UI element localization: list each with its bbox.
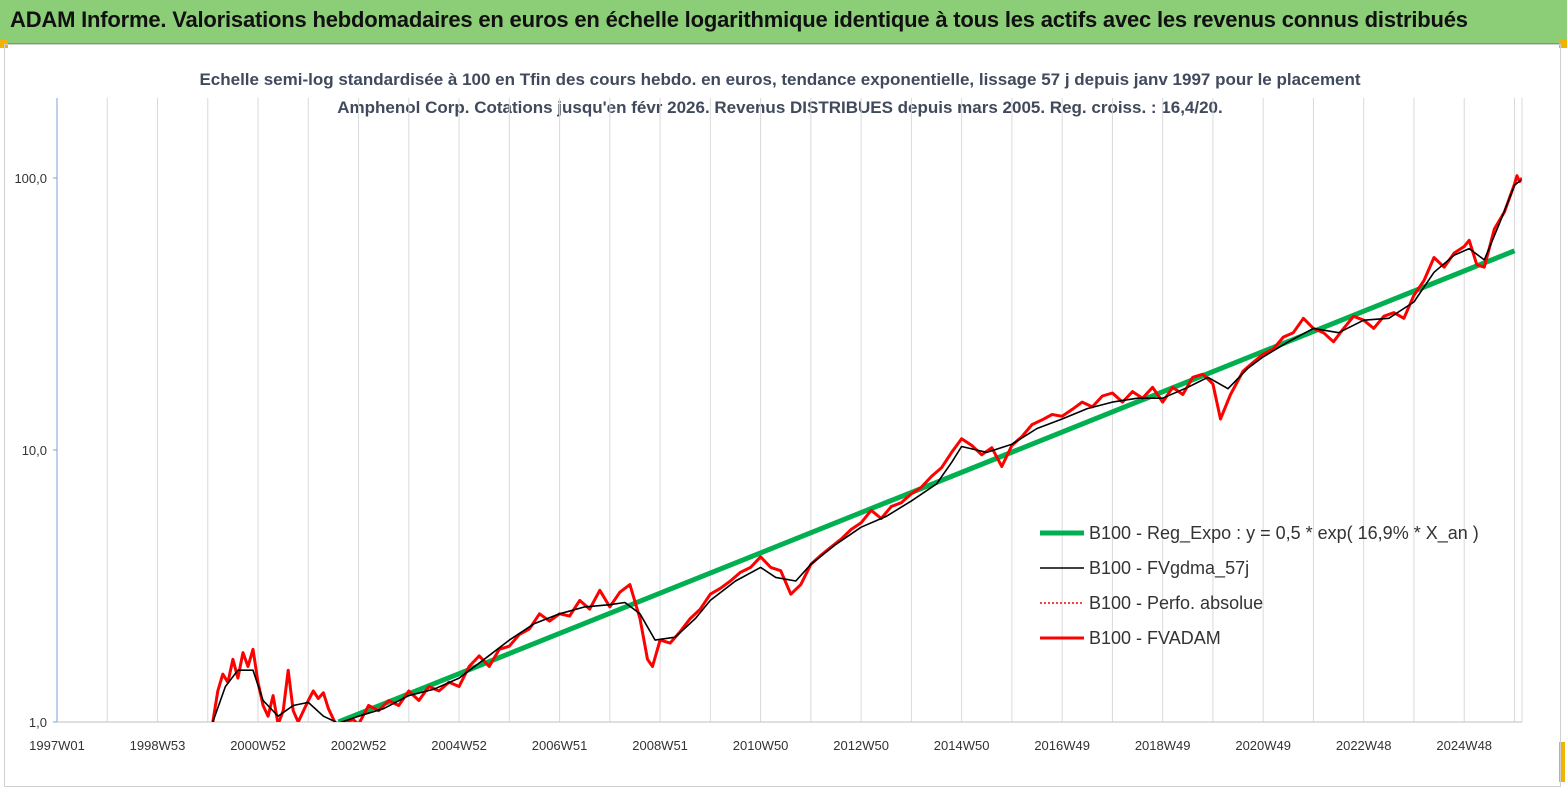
x-tick-label: 2004W52 [431, 738, 487, 753]
x-tick-label: 2016W49 [1034, 738, 1090, 753]
x-tick-label: 2010W50 [733, 738, 789, 753]
legend-label: B100 - FVADAM [1089, 628, 1221, 648]
series-line-gdma [212, 179, 1522, 722]
x-tick-label: 2008W51 [632, 738, 688, 753]
x-tick-label: 2018W49 [1135, 738, 1191, 753]
x-tick-label: 2000W52 [230, 738, 286, 753]
x-tick-label: 2014W50 [934, 738, 990, 753]
x-tick-label: 2006W51 [532, 738, 588, 753]
x-tick-label: 1998W53 [130, 738, 186, 753]
series-line-reg [337, 248, 1516, 722]
x-tick-label: 2002W52 [331, 738, 387, 753]
page-title: ADAM Informe. Valorisations hebdomadaire… [10, 7, 1468, 32]
chart-frame [4, 44, 1561, 787]
x-tick-label: 2022W48 [1336, 738, 1392, 753]
corner-marker-top-right [1559, 40, 1567, 48]
x-tick-labels: 1997W01 1998W53 2000W52 2002W52 2004W52 2006W… [29, 738, 1492, 753]
series-line-fvadam [211, 174, 1522, 722]
legend-label: B100 - FVgdma_57j [1089, 558, 1249, 579]
x-tick-label: 1997W01 [29, 738, 85, 753]
grid-lines [106, 98, 1523, 722]
series-layer [211, 174, 1522, 722]
x-tick-label: 2024W48 [1436, 738, 1492, 753]
legend-label: B100 - Perfo. absolue [1089, 593, 1263, 613]
legend-label: B100 - Reg_Expo : y = 0,5 * exp( 16,9% *… [1089, 523, 1479, 544]
y-tick-label: 100,0 [14, 171, 47, 186]
y-tick-label: 10,0 [22, 443, 47, 458]
y-tick-label: 1,0 [29, 715, 47, 730]
x-tick-label: 2012W50 [833, 738, 889, 753]
x-tick-label: 2020W49 [1235, 738, 1291, 753]
legend: B100 - Reg_Expo : y = 0,5 * exp( 16,9% *… [1040, 523, 1479, 648]
chart-title: Echelle semi-log standardisée à 100 en T… [199, 70, 1361, 117]
y-tick-labels: 1,0 10,0 100,0 [14, 171, 57, 730]
header-banner: ADAM Informe. Valorisations hebdomadaire… [0, 0, 1567, 44]
corner-marker-bottom-right [1559, 742, 1565, 782]
